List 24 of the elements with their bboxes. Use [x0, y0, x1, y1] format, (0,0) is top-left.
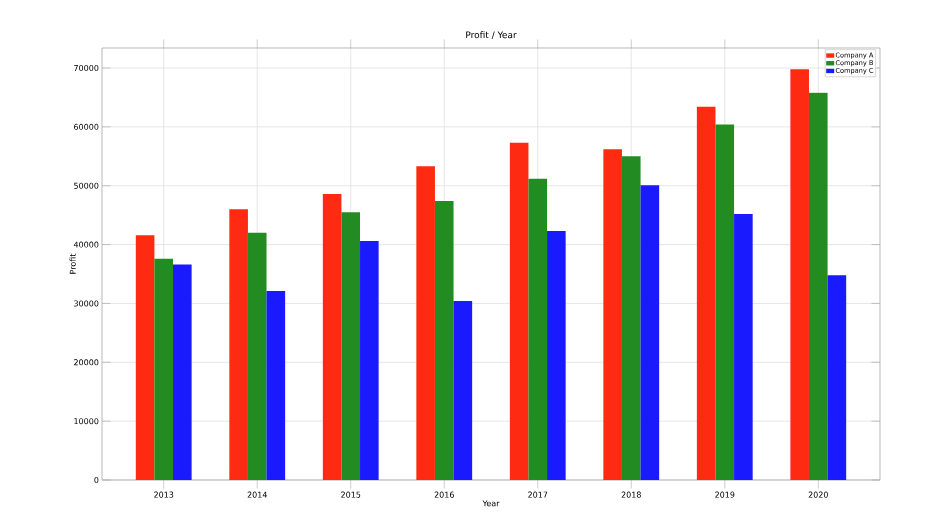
bar	[528, 178, 548, 480]
bar	[434, 201, 454, 480]
bar	[360, 241, 379, 480]
bar	[135, 235, 155, 480]
bar	[640, 185, 660, 480]
bar	[154, 258, 174, 480]
bar	[453, 301, 473, 480]
bar	[734, 213, 753, 480]
bar	[827, 275, 847, 480]
bar	[509, 142, 529, 480]
bar	[247, 232, 267, 480]
bar	[229, 209, 248, 480]
bar	[603, 149, 622, 480]
bar	[621, 156, 641, 480]
bar	[715, 124, 735, 480]
bar	[416, 166, 435, 480]
bar	[790, 69, 809, 480]
bar	[696, 106, 716, 480]
bar	[341, 212, 361, 480]
bar	[808, 92, 828, 480]
bar	[322, 193, 342, 480]
bar	[173, 264, 192, 480]
bar	[547, 231, 566, 480]
bar	[266, 291, 286, 480]
